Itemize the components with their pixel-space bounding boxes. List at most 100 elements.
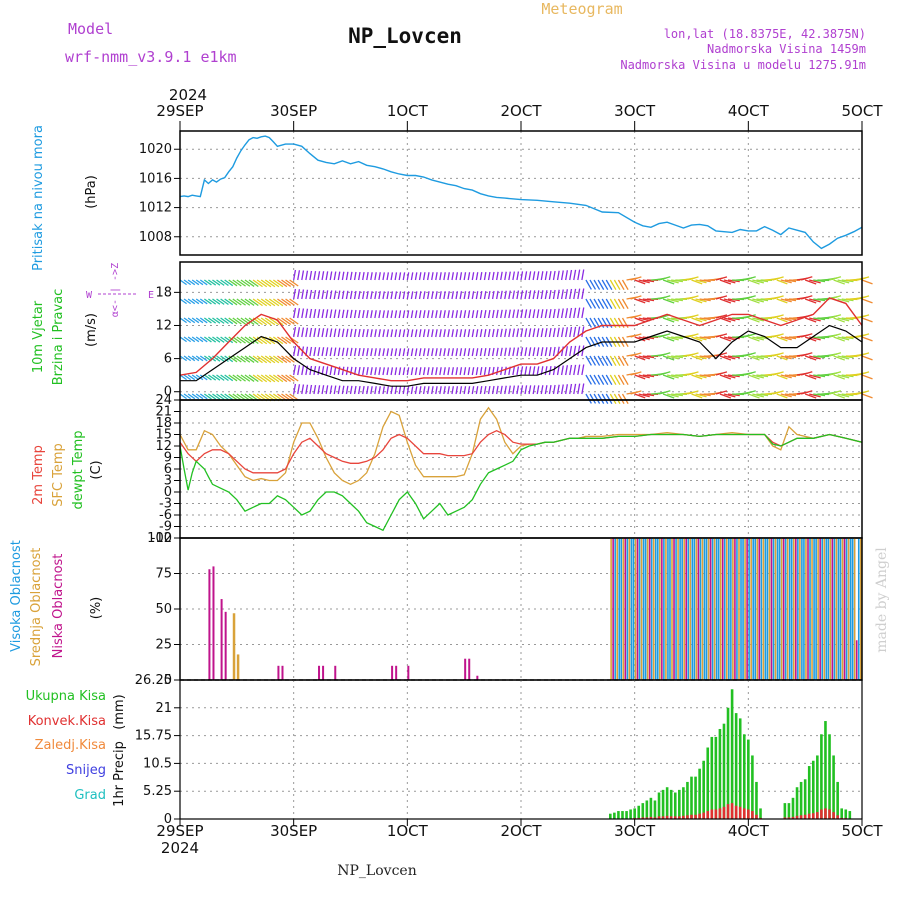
wind-arrow <box>861 374 873 380</box>
wind-arrow <box>422 310 426 319</box>
wind-arrow <box>240 336 251 344</box>
pressure-line <box>179 135 863 250</box>
wind-arrow <box>666 279 679 284</box>
precip-total-bar <box>678 789 681 819</box>
wind-arrow <box>833 279 845 285</box>
wind-arrow <box>406 272 410 281</box>
wind-arrow <box>293 364 297 376</box>
time-tick-label: 2OCT <box>501 102 543 120</box>
wind-arrow <box>378 386 381 395</box>
cloud-dense-bar <box>691 538 694 680</box>
wind-arrow <box>252 298 263 307</box>
precip-conv-bar <box>742 808 746 819</box>
tick-label: 1016 <box>139 171 172 186</box>
wind-arrow <box>601 374 609 386</box>
precip-total-bar <box>759 808 762 819</box>
precip-conv-bar <box>722 806 726 819</box>
time-axis-bottom: 29SEP 30SEP 1OCT 2OCT 3OCT 4OCT 5OCT <box>156 819 883 840</box>
wind-arrow <box>301 270 305 281</box>
wind-arrow <box>297 384 301 395</box>
wind-arrow <box>609 393 617 405</box>
wind-arrow <box>496 271 499 281</box>
tick-label: 26.25 <box>135 673 172 688</box>
year-label-top: 2024 <box>169 86 207 104</box>
tick-label: 21 <box>155 701 172 716</box>
wind-arrow <box>362 386 365 395</box>
cloud-dense-bar <box>823 538 826 680</box>
wind-arrow <box>723 374 736 379</box>
wind-arrow <box>630 276 642 281</box>
cloud-dense-bar <box>636 538 639 680</box>
wind-arrow <box>520 347 524 357</box>
wind-arrow <box>532 328 536 338</box>
wind-arrow <box>374 367 377 376</box>
wind-arrow <box>443 272 446 281</box>
tick-label: 50 <box>155 602 172 617</box>
precip-unit: (mm) <box>112 694 127 729</box>
wind-arrow <box>232 317 242 325</box>
wind-arrow <box>585 336 592 347</box>
time-tick-label: 3OCT <box>614 822 656 840</box>
pressure-panel: 1008 1012 1016 1020 <box>139 130 863 256</box>
wind-arrow <box>573 269 577 281</box>
wind-arrow <box>560 384 564 395</box>
precip-conv-bar <box>714 809 718 819</box>
wind-arrow <box>496 366 499 376</box>
wind-arrow <box>329 309 333 319</box>
temp-ylabel-2: SFC Temp <box>51 443 66 507</box>
wind-arrow <box>382 291 385 300</box>
wind-arrow <box>216 374 225 381</box>
wind-arrow <box>244 298 255 306</box>
wind-arrow <box>285 279 295 287</box>
wind-arrow <box>386 386 390 395</box>
wind-arrow <box>313 290 317 300</box>
wind-arrow <box>337 385 341 395</box>
tick-label: 1020 <box>139 142 172 157</box>
cloud-dense-bar <box>851 538 854 680</box>
wind-arrow <box>516 347 520 357</box>
wind-arrow <box>544 366 548 376</box>
wind-arrow <box>756 298 769 302</box>
wind-arrow <box>293 383 297 395</box>
cloud-dense-bar <box>811 538 813 680</box>
wind-arrow <box>297 327 301 338</box>
tick-label: -6 <box>159 508 172 523</box>
wind-arrow <box>833 355 845 361</box>
precip-total-bar <box>799 781 803 819</box>
wind-arrow <box>422 329 426 338</box>
precip-conv-bar <box>726 804 730 819</box>
wind-arrow <box>605 298 613 310</box>
wind-arrow <box>232 393 242 401</box>
cloud-low-bar <box>277 665 280 680</box>
wind-arrow <box>467 348 471 357</box>
tick-label: -3 <box>159 497 172 512</box>
cloud-dense-bar <box>744 538 746 680</box>
wind-arrow <box>256 317 268 326</box>
wind-arrow <box>861 317 873 323</box>
wind-arrow <box>520 385 524 395</box>
wind-arrow <box>744 333 756 338</box>
wind-arrow <box>341 328 345 338</box>
wind-arrow <box>829 314 842 319</box>
wind-arrow <box>329 328 333 338</box>
precip-total-bar <box>645 800 649 819</box>
wind-arrow <box>504 309 507 319</box>
wind-arrow <box>634 374 646 380</box>
wind-arrow <box>601 298 609 310</box>
wind-arrow <box>285 355 295 363</box>
wind-arrow <box>601 355 609 367</box>
wind-arrow <box>398 272 402 281</box>
wind-arrow <box>321 347 325 357</box>
wind-arrow <box>260 317 272 326</box>
wind-arrow <box>540 347 544 357</box>
precip-total-bar <box>653 800 657 819</box>
wind-arrow <box>256 374 268 383</box>
tick-label: 24 <box>155 393 172 408</box>
wind-arrow <box>439 386 442 395</box>
cloud-dense-bar <box>837 538 840 680</box>
wind-arrow <box>459 310 463 319</box>
wind-arrow <box>281 336 292 344</box>
wind-arrow <box>540 309 544 319</box>
wind-arrow <box>285 374 295 382</box>
wind-arrow <box>191 317 200 324</box>
